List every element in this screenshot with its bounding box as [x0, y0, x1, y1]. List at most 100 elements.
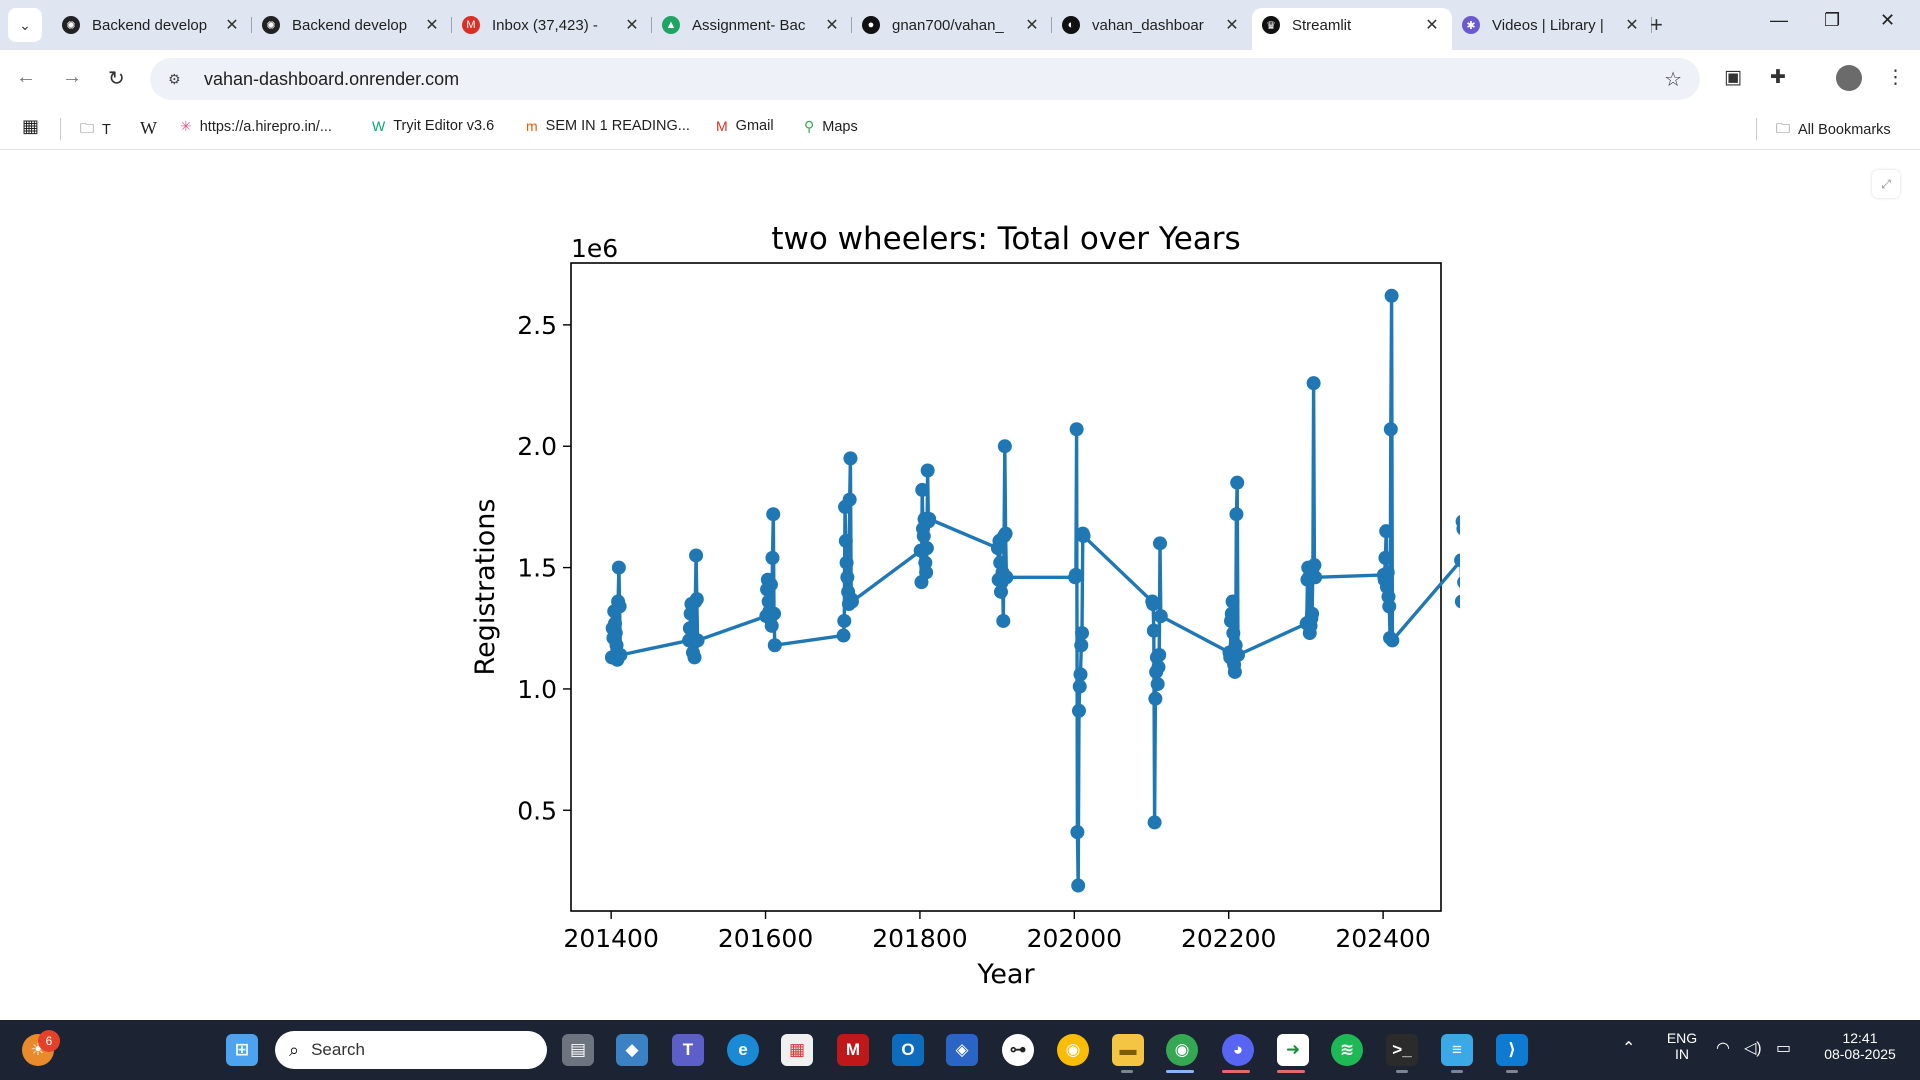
- site-info-icon[interactable]: ⚙: [168, 70, 181, 87]
- all-bookmarks[interactable]: 🗀 All Bookmarks: [1776, 118, 1891, 142]
- data-point: [689, 592, 704, 607]
- tab-separator: [251, 17, 252, 33]
- tab-6[interactable]: ♛ Streamlit ✕: [1252, 8, 1452, 50]
- data-point: [1074, 638, 1089, 653]
- vscode-icon[interactable]: ⟩: [1496, 1034, 1528, 1066]
- bookmark-star-icon[interactable]: ☆: [1664, 69, 1682, 91]
- notepad-icon[interactable]: ≡: [1441, 1034, 1473, 1066]
- new-tab-button[interactable]: +: [1650, 12, 1663, 37]
- volume-icon[interactable]: ◁): [1744, 1040, 1762, 1057]
- address-bar[interactable]: ⚙ vahan-dashboard.onrender.com ☆: [150, 58, 1700, 100]
- bookmark-label: W: [140, 118, 157, 138]
- minimize-icon[interactable]: —: [1770, 10, 1788, 30]
- extension-icon[interactable]: ▣: [1724, 67, 1742, 88]
- taskbar-search[interactable]: ⌕ Search: [275, 1031, 547, 1069]
- close-tab-icon[interactable]: ✕: [225, 17, 239, 34]
- data-point: [689, 548, 704, 563]
- clock[interactable]: 12:41 08-08-2025: [1810, 1030, 1910, 1062]
- data-point: [998, 526, 1013, 541]
- tab-4[interactable]: ● gnan700/vahan_ ✕: [852, 8, 1052, 42]
- url-text[interactable]: vahan-dashboard.onrender.com: [204, 68, 460, 89]
- data-point: [838, 533, 853, 548]
- data-point: [1226, 626, 1241, 641]
- tab-separator: [1651, 17, 1652, 33]
- spotify-icon[interactable]: ≋: [1331, 1034, 1363, 1066]
- bookmark-3[interactable]: W Tryit Editor v3.6: [372, 118, 494, 134]
- task-view-icon[interactable]: ▤: [562, 1034, 594, 1066]
- bookmark-6[interactable]: ⚲ Maps: [804, 118, 858, 135]
- bookmark-1[interactable]: W: [140, 118, 157, 139]
- data-point: [843, 451, 858, 466]
- m365-icon[interactable]: ◈: [946, 1034, 978, 1066]
- search-icon: ⌕: [289, 1039, 300, 1060]
- restore-icon[interactable]: ❐: [1824, 10, 1841, 30]
- tab-search-button[interactable]: ⌄: [8, 8, 42, 42]
- copilot-icon[interactable]: ◆: [616, 1034, 648, 1066]
- bookmark-0[interactable]: 🗀 T: [80, 118, 111, 142]
- battery-icon[interactable]: ▭: [1776, 1040, 1792, 1057]
- data-point: [996, 613, 1011, 628]
- tab-3[interactable]: ▲ Assignment- Bac ✕: [652, 8, 852, 42]
- bookmark-5[interactable]: M Gmail: [716, 118, 774, 134]
- tab-7[interactable]: ✱ Videos | Library | ✕: [1452, 8, 1652, 42]
- folder-icon: 🗀: [1776, 120, 1790, 136]
- tab-separator: [851, 17, 852, 33]
- x-tick-label: 201800: [872, 924, 967, 953]
- menu-dots-icon[interactable]: ⋮: [1886, 67, 1905, 88]
- puzzle-icon[interactable]: ✚: [1770, 67, 1786, 88]
- data-point: [839, 555, 854, 570]
- show-hidden-icon[interactable]: ⌃: [1622, 1040, 1636, 1057]
- data-point: [920, 463, 935, 478]
- tab-0[interactable]: ✺ Backend develop ✕: [52, 8, 252, 42]
- data-point: [767, 638, 782, 653]
- language-indicator[interactable]: ENG IN: [1660, 1030, 1704, 1062]
- fullscreen-icon[interactable]: ⤢: [1872, 170, 1900, 198]
- close-tab-icon[interactable]: ✕: [425, 17, 439, 34]
- bookmark-label: T: [102, 122, 111, 138]
- data-point: [922, 512, 937, 527]
- mcafee-icon[interactable]: M: [837, 1034, 869, 1066]
- search-placeholder: Search: [311, 1040, 365, 1059]
- close-tab-icon[interactable]: ✕: [825, 17, 839, 34]
- close-tab-icon[interactable]: ✕: [1225, 17, 1239, 34]
- close-window-icon[interactable]: ✕: [1880, 10, 1896, 30]
- store-icon[interactable]: ▦: [781, 1034, 813, 1066]
- forward-icon[interactable]: →: [62, 66, 82, 88]
- tab-separator: [451, 17, 452, 33]
- close-tab-icon[interactable]: ✕: [1625, 17, 1639, 34]
- chrome-icon[interactable]: ◉: [1057, 1034, 1089, 1066]
- file-arrow-icon[interactable]: ➜: [1277, 1034, 1309, 1066]
- file-explorer-icon[interactable]: ▬: [1112, 1034, 1144, 1066]
- profile-avatar[interactable]: [1836, 65, 1862, 91]
- close-tab-icon[interactable]: ✕: [1425, 17, 1439, 34]
- x-tick-label: 202400: [1335, 924, 1430, 953]
- apps-icon[interactable]: ▦: [22, 116, 40, 136]
- tab-5[interactable]: ◐ vahan_dashboar ✕: [1052, 8, 1252, 42]
- vpn-icon[interactable]: ⊶: [1002, 1034, 1034, 1066]
- data-point: [765, 550, 780, 565]
- y-tick-label: 1.5: [517, 554, 557, 583]
- x-tick-label: 201400: [563, 924, 658, 953]
- close-tab-icon[interactable]: ✕: [1025, 17, 1039, 34]
- outlook-icon[interactable]: O: [892, 1034, 924, 1066]
- back-icon[interactable]: ←: [16, 66, 36, 88]
- teams-icon[interactable]: T: [672, 1034, 704, 1066]
- tab-1[interactable]: ✺ Backend develop ✕: [252, 8, 452, 42]
- discord-icon[interactable]: ◕: [1222, 1034, 1254, 1066]
- start-icon[interactable]: ⊞: [226, 1034, 258, 1066]
- terminal-icon[interactable]: >_: [1386, 1034, 1418, 1066]
- bookmark-4[interactable]: m SEM IN 1 READING...: [526, 118, 690, 134]
- running-indicator: [1277, 1070, 1305, 1073]
- reload-icon[interactable]: ↻: [108, 68, 125, 90]
- edge-icon[interactable]: e: [727, 1034, 759, 1066]
- bookmark-2[interactable]: ✳ https://a.hirepro.in/...: [180, 118, 332, 135]
- tab-2[interactable]: M Inbox (37,423) - ✕: [452, 8, 652, 42]
- bookmark-label: Tryit Editor v3.6: [393, 118, 495, 134]
- tab-label: Backend develop: [292, 16, 408, 34]
- chrome-active-icon[interactable]: ◉: [1166, 1034, 1198, 1066]
- w3schools-icon: W: [372, 118, 386, 134]
- chart-title: two wheelers: Total over Years: [771, 221, 1240, 257]
- data-point: [1380, 565, 1395, 580]
- close-tab-icon[interactable]: ✕: [625, 17, 639, 34]
- wifi-icon[interactable]: ◠: [1716, 1040, 1730, 1057]
